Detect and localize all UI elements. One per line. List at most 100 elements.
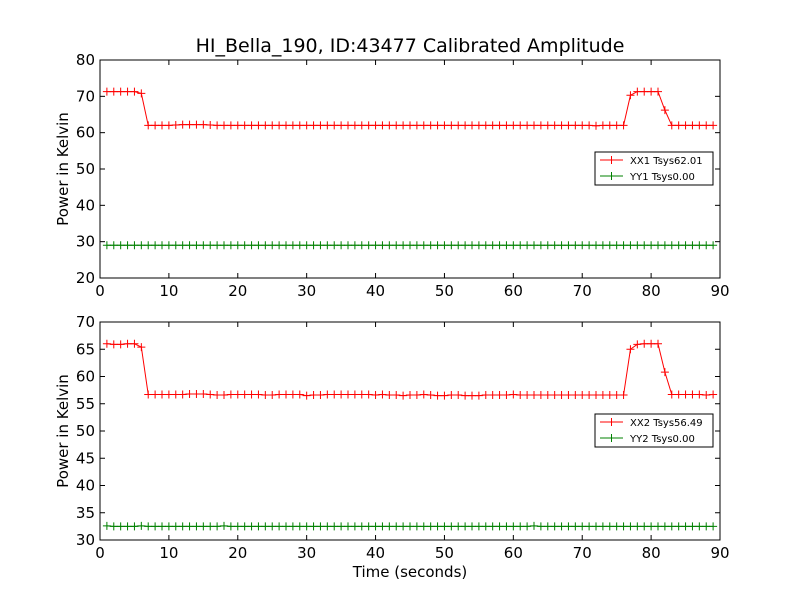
data-point [660, 106, 669, 115]
series-xx [102, 87, 718, 130]
data-point [158, 241, 166, 250]
data-point [667, 121, 676, 130]
data-point [102, 521, 111, 530]
data-point [151, 121, 160, 130]
data-point [295, 390, 304, 399]
data-point [461, 522, 470, 531]
x-tick-label: 80 [642, 544, 661, 562]
data-point [261, 121, 270, 130]
x-tick-label: 20 [228, 282, 247, 300]
data-point [647, 87, 656, 96]
data-point [233, 241, 242, 250]
data-point [571, 391, 580, 400]
data-point [468, 121, 476, 130]
data-point [137, 241, 146, 250]
data-point [364, 390, 373, 399]
data-point [102, 87, 111, 96]
data-point [309, 391, 318, 400]
data-point [640, 339, 649, 348]
data-point [206, 121, 215, 130]
data-point [557, 121, 566, 130]
data-point [240, 522, 249, 531]
data-point [158, 522, 166, 531]
data-point [323, 390, 332, 399]
data-point [213, 121, 222, 130]
data-point [206, 241, 215, 250]
data-point [385, 121, 394, 130]
data-point [337, 241, 346, 250]
data-point [185, 120, 194, 129]
data-point [316, 241, 325, 250]
data-point [412, 391, 421, 400]
data-point [385, 241, 394, 250]
data-point [344, 121, 352, 130]
data-point [578, 391, 587, 400]
data-point [654, 87, 662, 96]
y-tick-label: 65 [76, 340, 95, 358]
data-point [481, 522, 490, 531]
data-point [516, 522, 525, 531]
series-yy [102, 241, 718, 250]
data-point [674, 522, 683, 531]
data-point [633, 87, 642, 96]
data-point [337, 390, 346, 399]
data-point [564, 121, 573, 130]
data-point [275, 241, 284, 250]
legend-marker [607, 434, 616, 442]
data-point [364, 241, 373, 250]
data-point [302, 241, 311, 250]
data-point [564, 522, 573, 531]
legend-label: XX2 Tsys56.49 [630, 418, 703, 429]
data-point [288, 522, 297, 531]
data-point [282, 522, 290, 531]
data-point [481, 391, 490, 400]
data-point [530, 391, 538, 400]
data-point [309, 121, 318, 130]
data-point [220, 241, 228, 250]
data-point [316, 121, 325, 130]
data-point [709, 241, 718, 250]
data-point [406, 522, 414, 531]
data-point [440, 241, 449, 250]
data-point [199, 522, 208, 531]
data-point [164, 522, 173, 531]
data-point [282, 121, 290, 130]
data-point [667, 241, 676, 250]
data-point [660, 368, 669, 377]
data-point [282, 241, 290, 250]
data-point [447, 391, 456, 400]
data-point [350, 522, 359, 531]
data-point [702, 241, 711, 250]
data-point [330, 390, 339, 399]
data-point [647, 522, 656, 531]
data-point [123, 241, 132, 250]
data-point [316, 522, 325, 531]
data-point [426, 241, 435, 250]
data-point [426, 121, 435, 130]
data-point [344, 522, 352, 531]
data-point [185, 241, 194, 250]
data-point [371, 522, 380, 531]
data-point [123, 339, 132, 348]
legend-marker [607, 156, 616, 164]
data-point [302, 522, 311, 531]
data-point [433, 241, 442, 250]
data-point [605, 121, 614, 130]
data-point [709, 390, 718, 399]
data-point [144, 390, 153, 399]
data-point [412, 522, 421, 531]
data-point [109, 522, 118, 531]
data-point [557, 241, 566, 250]
data-point [364, 121, 373, 130]
legend-marker [607, 172, 616, 180]
data-point [688, 522, 697, 531]
data-point [344, 241, 352, 250]
x-tick-label: 10 [159, 544, 178, 562]
data-point [695, 121, 704, 130]
data-point [688, 121, 697, 130]
data-point [536, 121, 545, 130]
data-point [640, 87, 649, 96]
data-point [406, 121, 414, 130]
data-point [640, 522, 649, 531]
data-point [151, 390, 160, 399]
